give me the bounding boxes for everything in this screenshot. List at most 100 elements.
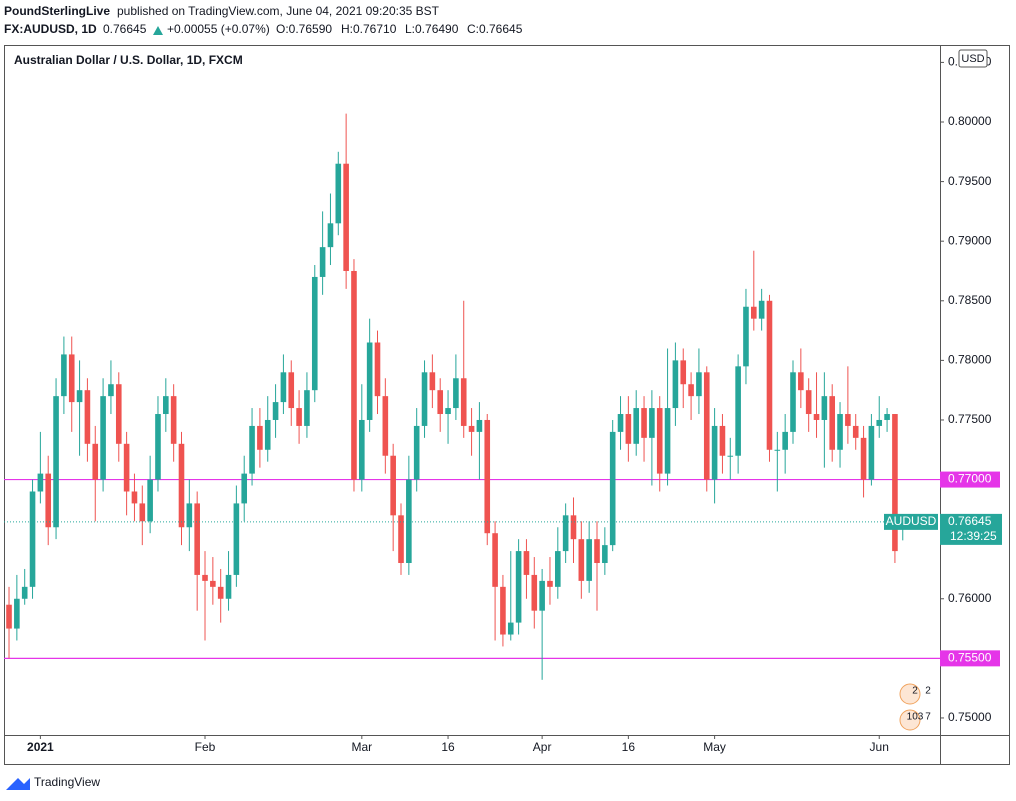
body: [233, 503, 240, 575]
body: [876, 419, 883, 426]
body: [586, 539, 592, 581]
body: [429, 372, 436, 391]
body: [131, 491, 138, 504]
body: [225, 574, 232, 599]
y-tick-label: 0.78000: [948, 353, 992, 367]
y-tick-label: 0.76000: [948, 591, 992, 605]
up-arrow: [153, 26, 163, 35]
event-icon: [899, 683, 921, 705]
currency: USD: [961, 53, 984, 65]
body: [241, 473, 248, 504]
body: [782, 431, 788, 450]
body: [202, 574, 208, 581]
close: C:0.76645: [467, 22, 523, 36]
body: [288, 372, 295, 409]
body: [633, 408, 640, 444]
body: [539, 580, 545, 611]
body: [186, 503, 193, 528]
body: [163, 396, 169, 415]
body: [743, 306, 749, 367]
body: [492, 533, 498, 587]
body: [758, 300, 765, 319]
change: +0.00055 (+0.07%): [167, 22, 270, 36]
published: published on TradingView.com, June 04, 2…: [117, 4, 440, 18]
body: [319, 247, 326, 277]
body: [217, 586, 224, 599]
body: [366, 342, 373, 420]
body: [264, 419, 271, 450]
y-tick-label: 0.78500: [948, 293, 992, 307]
body: [500, 586, 506, 635]
open: O:0.76590: [276, 22, 332, 36]
body: [727, 455, 734, 457]
symbol: FX:AUDUSD, 1D: [4, 22, 97, 36]
body: [460, 378, 467, 426]
body: [656, 408, 663, 474]
body: [751, 306, 757, 319]
body: [649, 408, 655, 438]
logo: [6, 778, 30, 790]
body: [664, 408, 671, 474]
body: [37, 473, 44, 492]
body: [398, 515, 404, 564]
body: [829, 396, 836, 450]
body: [296, 408, 302, 426]
body: [421, 372, 428, 426]
body: [84, 390, 91, 444]
x-tick-label: 2021: [27, 740, 54, 754]
body: [327, 223, 334, 248]
body: [570, 515, 577, 540]
body: [555, 551, 561, 587]
event-right: 7: [925, 712, 931, 723]
body: [139, 503, 146, 522]
countdown: 12:39:25: [950, 529, 997, 543]
event-left: 2: [912, 686, 918, 697]
event-left: 103: [907, 712, 924, 723]
body: [249, 425, 255, 474]
body: [845, 414, 851, 426]
body: [257, 425, 263, 450]
body: [696, 372, 702, 397]
body: [21, 586, 28, 599]
body: [688, 384, 694, 397]
body: [562, 515, 569, 552]
body: [194, 503, 200, 575]
body: [437, 390, 444, 415]
body: [304, 390, 310, 426]
body: [884, 414, 890, 420]
body: [390, 455, 396, 516]
footer: TradingView: [34, 775, 100, 789]
body: [53, 396, 59, 528]
symbol-box: [884, 513, 938, 530]
body: [625, 414, 632, 444]
body: [672, 360, 679, 409]
body: [100, 396, 106, 480]
x-tick-label: Feb: [195, 740, 216, 754]
body: [813, 414, 820, 420]
body: [798, 372, 804, 391]
body: [641, 408, 647, 438]
body: [68, 354, 75, 403]
x-tick-label: 16: [622, 740, 636, 754]
body: [892, 414, 898, 552]
symbol-label: AUDUSD: [886, 514, 937, 528]
currency-box: [958, 49, 988, 68]
body: [280, 372, 287, 403]
level-label: 0.75500: [948, 651, 992, 665]
body: [547, 580, 553, 587]
body: [578, 539, 585, 581]
body: [92, 443, 99, 480]
body: [210, 580, 216, 587]
body: [735, 366, 741, 456]
y-tick-label: 0.75000: [948, 710, 992, 724]
body: [860, 437, 867, 480]
body: [821, 396, 828, 420]
frame: [4, 45, 1010, 765]
price-box: [940, 513, 1002, 545]
body: [351, 270, 357, 480]
body: [413, 425, 420, 480]
high: H:0.76710: [341, 22, 397, 36]
x-tick-label: May: [703, 740, 726, 754]
author: PoundSterlingLive: [4, 4, 110, 18]
